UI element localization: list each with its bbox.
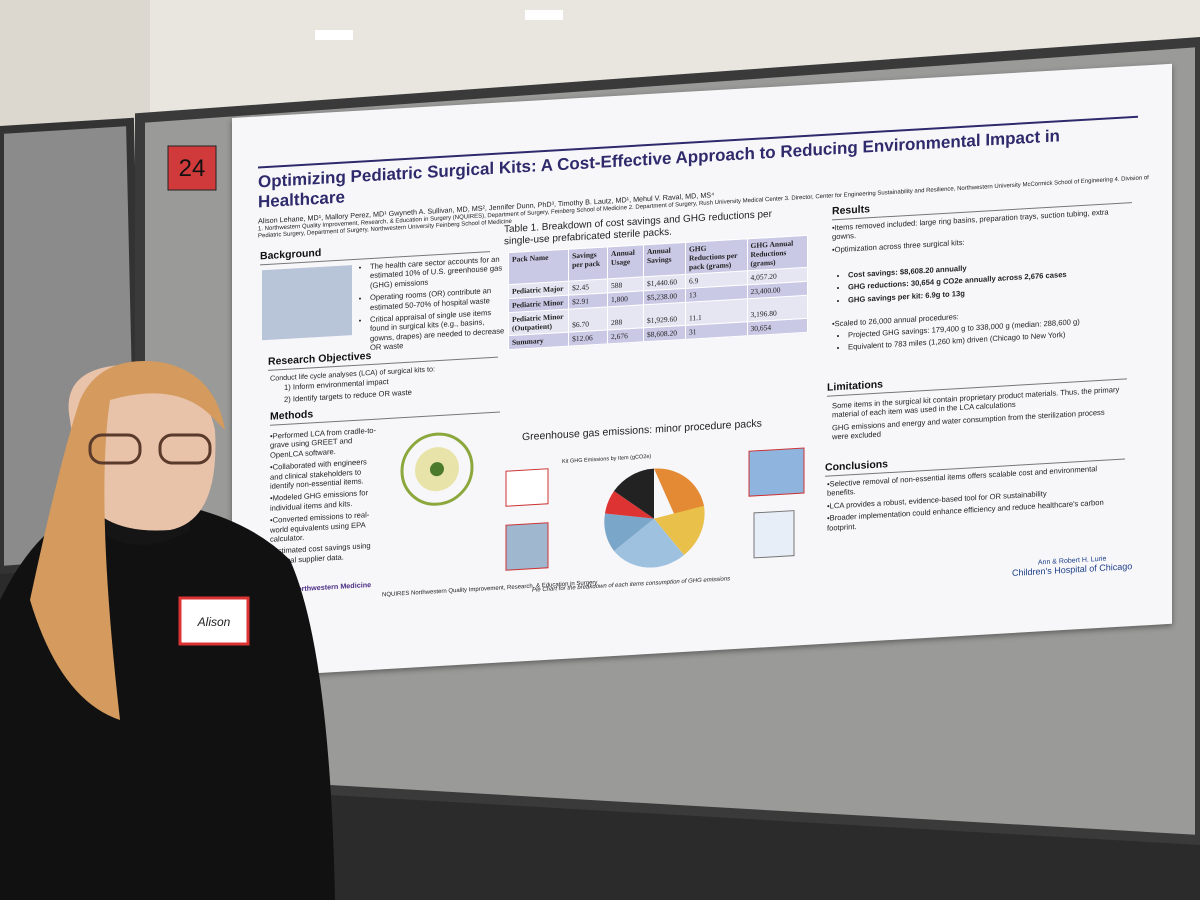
item-photo [505,468,549,507]
pie-slice [604,513,654,551]
glasses [158,433,212,465]
pie-slice [654,505,705,555]
item-photo [505,522,549,571]
poster: Optimizing Pediatric Surgical Kits: A Co… [232,63,1172,679]
board-number: 24 [179,155,206,182]
lca-diagram [400,432,474,506]
hair [30,361,225,720]
pie-slice [614,468,654,519]
board-number-tag [167,145,217,191]
pie-figure [505,447,805,571]
pie-slice [605,490,654,519]
glasses [88,433,142,465]
ceiling-light [525,10,563,20]
lca-cycle [400,432,474,506]
name-tag [178,596,250,646]
item-photo [753,510,795,559]
item-photo [748,447,805,497]
name-tag-text: Alison [197,615,231,629]
lca-globe [430,462,444,477]
ceiling-light [315,30,353,40]
pie-slice [614,518,684,568]
